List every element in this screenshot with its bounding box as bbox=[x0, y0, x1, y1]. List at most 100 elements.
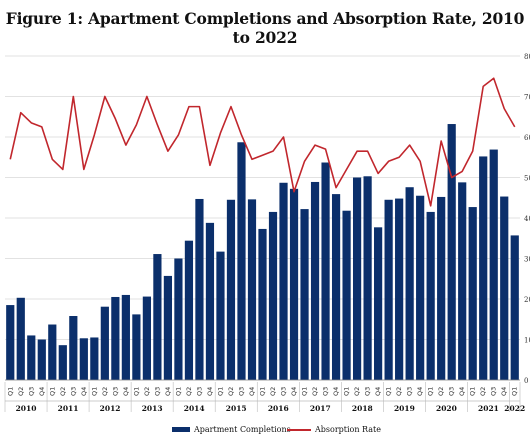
x-tick-quarter: Q2 bbox=[59, 387, 67, 396]
legend-swatch-completions bbox=[172, 427, 190, 432]
legend-label-completions: Apartment Completions bbox=[194, 425, 291, 434]
completions-bar bbox=[132, 314, 141, 380]
x-tick-quarter: Q3 bbox=[195, 387, 203, 396]
x-tick-quarter: Q3 bbox=[280, 387, 288, 396]
x-tick-year: 2011 bbox=[58, 404, 79, 413]
legend-item-completions: Apartment Completions bbox=[172, 425, 291, 434]
completions-bars bbox=[6, 124, 519, 380]
completions-bar bbox=[79, 338, 88, 380]
x-tick-quarter: Q2 bbox=[437, 387, 445, 396]
x-tick-quarter: Q3 bbox=[406, 387, 414, 396]
completions-bar bbox=[352, 177, 362, 380]
completions-bar bbox=[416, 195, 425, 380]
completions-bar bbox=[321, 162, 330, 380]
completions-bar bbox=[153, 254, 162, 380]
x-tick-quarter: Q3 bbox=[490, 387, 498, 396]
x-tick-quarter: Q4 bbox=[248, 387, 256, 396]
completions-bar bbox=[247, 199, 257, 380]
completions-bar bbox=[310, 181, 320, 380]
x-tick-quarter: Q3 bbox=[448, 387, 456, 396]
completions-bar bbox=[16, 297, 25, 380]
completions-bar bbox=[48, 324, 57, 380]
completions-bar bbox=[510, 235, 519, 380]
x-tick-year: 2016 bbox=[268, 404, 289, 413]
x-tick-quarter: Q1 bbox=[301, 387, 309, 396]
x-tick-quarter: Q2 bbox=[17, 387, 25, 396]
x-tick-quarter: Q4 bbox=[416, 387, 424, 396]
y-tick-label: 30 bbox=[524, 256, 530, 264]
completions-bar bbox=[174, 258, 183, 380]
completions-bar bbox=[237, 142, 246, 380]
completions-bar bbox=[37, 339, 46, 380]
x-tick-quarter: Q4 bbox=[38, 387, 46, 396]
completions-bar bbox=[458, 182, 467, 380]
chart-title: Figure 1: Apartment Completions and Abso… bbox=[5, 9, 525, 47]
x-tick-quarter: Q3 bbox=[69, 387, 77, 396]
y-tick-label: 60 bbox=[524, 134, 530, 142]
legend-item-absorption: Absorption Rate bbox=[287, 425, 381, 434]
completions-bar bbox=[279, 182, 288, 380]
completions-bar bbox=[342, 210, 351, 380]
x-tick-quarter: Q2 bbox=[185, 387, 193, 396]
completions-bar bbox=[226, 199, 236, 380]
x-tick-quarter: Q2 bbox=[479, 387, 487, 396]
completions-bar bbox=[468, 207, 477, 380]
completions-bar bbox=[111, 296, 120, 380]
completions-bar bbox=[6, 305, 15, 380]
completions-bar bbox=[500, 196, 509, 380]
x-tick-year: 2022 bbox=[504, 404, 525, 413]
legend-swatch-absorption bbox=[287, 428, 311, 431]
completions-bar bbox=[258, 228, 267, 380]
x-tick-quarter: Q3 bbox=[27, 387, 35, 396]
chart-plot-area: 01020304050607080 Q1Q2Q3Q4Q1Q2Q3Q4Q1Q2Q3… bbox=[4, 53, 530, 413]
x-tick-quarter: Q2 bbox=[143, 387, 151, 396]
completions-bar bbox=[384, 199, 393, 380]
completions-bar bbox=[426, 211, 435, 380]
x-tick-quarter: Q2 bbox=[227, 387, 235, 396]
x-tick-quarter: Q4 bbox=[332, 387, 340, 396]
x-tick-quarter: Q4 bbox=[290, 387, 298, 396]
x-tick-quarter: Q4 bbox=[458, 387, 466, 396]
x-tick-year: 2021 bbox=[478, 404, 499, 413]
x-tick-quarter: Q2 bbox=[311, 387, 319, 396]
legend: Apartment Completions Absorption Rate bbox=[0, 425, 530, 439]
x-tick-quarter: Q2 bbox=[269, 387, 277, 396]
completions-bar bbox=[100, 306, 109, 380]
completions-bar bbox=[331, 194, 341, 380]
x-tick-quarter: Q3 bbox=[153, 387, 161, 396]
x-tick-year: 2020 bbox=[436, 404, 457, 413]
completions-bar bbox=[216, 251, 225, 380]
x-tick-quarter: Q1 bbox=[511, 387, 519, 396]
x-tick-quarter: Q4 bbox=[164, 387, 172, 396]
x-tick-quarter: Q2 bbox=[353, 387, 361, 396]
absorption-line-layer bbox=[9, 77, 516, 207]
x-tick-year: 2014 bbox=[184, 404, 205, 413]
completions-bar bbox=[163, 275, 173, 380]
completions-bar bbox=[27, 335, 36, 380]
x-tick-quarter: Q3 bbox=[237, 387, 245, 396]
x-tick-quarter: Q4 bbox=[80, 387, 88, 396]
completions-bar bbox=[374, 227, 383, 380]
y-tick-label: 70 bbox=[524, 94, 530, 102]
x-tick-quarter: Q1 bbox=[385, 387, 393, 396]
x-tick-quarter: Q4 bbox=[206, 387, 214, 396]
absorption-rate-line bbox=[9, 77, 516, 207]
x-axis: Q1 Q2 Q3 Q4 Q1 Q2 Q3 Q4 Q1 Q2 Q3 Q4 Q1 Q2 Q3 Q4 Q1 Q2 Q3 Q4… bbox=[4, 379, 525, 413]
x-tick-year: 2017 bbox=[310, 404, 331, 413]
completions-bar bbox=[395, 198, 404, 380]
completions-bar bbox=[69, 316, 78, 380]
x-tick-year: 2015 bbox=[226, 404, 247, 413]
completions-bar bbox=[58, 345, 67, 380]
completions-bar bbox=[489, 149, 498, 380]
completions-bar bbox=[405, 187, 414, 380]
x-tick-quarter: Q1 bbox=[132, 387, 140, 396]
y-axis-right: 0 10 20 30 40 50 60 70 80 bbox=[524, 53, 530, 385]
y-tick-label: 0 bbox=[524, 377, 528, 385]
completions-bar bbox=[268, 211, 278, 380]
y-tick-label: 20 bbox=[524, 296, 530, 304]
completions-bar bbox=[300, 209, 309, 380]
completions-bar bbox=[363, 176, 372, 380]
x-tick-quarter: Q1 bbox=[216, 387, 224, 396]
x-tick-quarter: Q3 bbox=[111, 387, 119, 396]
x-tick-quarter: Q3 bbox=[364, 387, 372, 396]
